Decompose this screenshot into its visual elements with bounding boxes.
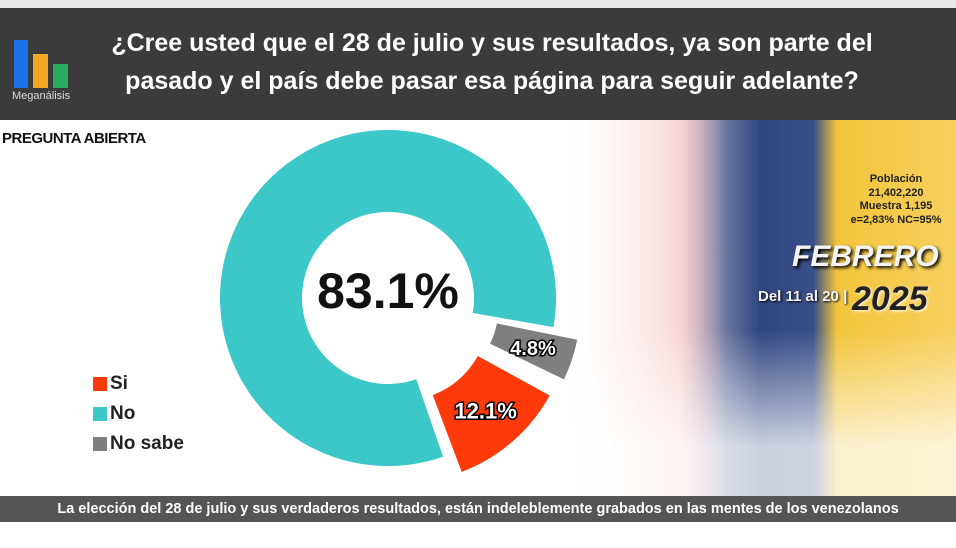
population-label: Población	[869, 173, 923, 185]
survey-info: Población 21,402,220 Muestra 1,195 e=2,8…	[836, 173, 956, 227]
year-label: 2025	[852, 280, 928, 318]
slice-si	[432, 356, 550, 472]
legend-item-no-sabe: No sabe	[93, 429, 184, 459]
legend-label: Si	[110, 373, 128, 394]
logo-bar-orange	[33, 54, 48, 88]
slice-no	[220, 130, 556, 466]
legend-item-no: No	[93, 399, 184, 429]
legend-label: No sabe	[110, 433, 184, 454]
footer-caption: La elección del 28 de julio y sus verdad…	[0, 496, 956, 522]
date-range: Del 11 al 20 |	[758, 288, 848, 305]
legend-swatch-si	[93, 377, 107, 391]
slice-si-label: 12.1%	[454, 399, 516, 424]
logo-text: Meganálisis	[12, 90, 71, 102]
meganalisis-logo: Meganálisis	[12, 16, 74, 106]
logo-bar-green	[53, 64, 68, 88]
page-title: ¿Cree usted que el 28 de julio y sus res…	[82, 24, 902, 100]
legend-swatch-no	[93, 407, 107, 421]
legend-item-si: Si	[93, 369, 184, 399]
title-line-1: ¿Cree usted que el 28 de julio y sus res…	[111, 29, 873, 57]
question-type-label: PREGUNTA ABIERTA	[2, 130, 146, 147]
header-band	[0, 8, 956, 120]
legend-label: No	[110, 403, 136, 424]
month-label: FEBRERO	[792, 240, 939, 273]
error-confidence: e=2,83% NC=95%	[850, 213, 942, 226]
slice-no-sabe-label: 4.8%	[510, 338, 556, 360]
logo-bar-blue	[14, 40, 28, 88]
center-value-label: 83.1%	[317, 263, 459, 319]
sample-size: Muestra 1,195	[859, 200, 933, 212]
legend-swatch-no-sabe	[93, 437, 107, 451]
legend: Si No No sabe	[93, 369, 184, 459]
title-line-2: pasado y el país debe pasar esa página p…	[125, 67, 859, 95]
top-strip	[0, 0, 956, 8]
population-value: 21,402,220	[868, 186, 924, 199]
slice-no-sabe	[490, 323, 578, 380]
flag-fade-bottom	[560, 330, 956, 496]
